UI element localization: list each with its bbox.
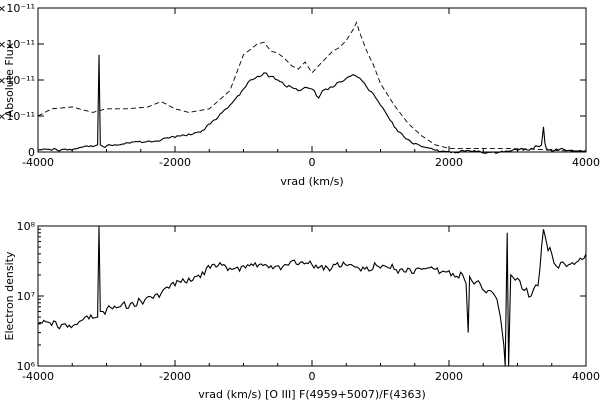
density-y-tick-label: 10⁸ [17, 220, 36, 233]
density-x-tick-label: 0 [309, 370, 316, 383]
density-y-tick-label: 10⁷ [17, 290, 35, 303]
density-axes: -4000 -2000 0 2000 4000 10⁶ 10⁷ 10⁸ [17, 220, 600, 383]
density-y-axis-label: Electron density [3, 251, 16, 340]
flux-x-axis-label: vrad (km/s) [280, 175, 343, 188]
flux-x-tick-label: 0 [309, 156, 316, 169]
density-y-tick-label: 10⁶ [17, 360, 36, 373]
density-x-tick-label: -4000 [22, 370, 54, 383]
density-x-tick-label: 2000 [435, 370, 463, 383]
flux-x-tick-label: 4000 [572, 156, 600, 169]
flux-x-tick-label: 2000 [435, 156, 463, 169]
flux-y-axis-label: Absolute Flux [3, 42, 16, 117]
flux-y-tick-label: 1×10⁻¹¹ [0, 110, 35, 123]
density-x-tick-label: -2000 [159, 370, 191, 383]
density-panel: -4000 -2000 0 2000 4000 10⁶ 10⁷ 10⁸ vrad (km/s)… [3, 220, 600, 401]
flux-plot-frame [37, 7, 587, 153]
flux-series-dashed-line [37, 21, 587, 152]
flux-y-tick-label: 2×10⁻¹¹ [0, 74, 35, 87]
flux-panel: -4000 -2000 0 2000 4000 0 1×10⁻¹¹ 2×10⁻¹¹ 3×10⁻¹… [0, 2, 600, 188]
flux-y-tick-label: 3×10⁻¹¹ [0, 38, 35, 51]
flux-y-tick-label: 4×10⁻¹¹ [0, 2, 35, 15]
density-x-axis-label: vrad (km/s) [O III] F(4959+5007)/F(4363) [198, 388, 426, 401]
flux-x-tick-label: -2000 [159, 156, 191, 169]
flux-y-tick-label: 0 [28, 146, 35, 159]
density-x-tick-label: 4000 [572, 370, 600, 383]
flux-axes: -4000 -2000 0 2000 4000 0 1×10⁻¹¹ 2×10⁻¹¹ 3×10⁻¹… [0, 2, 600, 169]
flux-x-tick-label: -4000 [22, 156, 54, 169]
flux-series-group [37, 21, 587, 155]
flux-series-solid-line [37, 54, 587, 155]
density-series-solid-line [37, 225, 587, 367]
density-series-group [37, 225, 587, 367]
